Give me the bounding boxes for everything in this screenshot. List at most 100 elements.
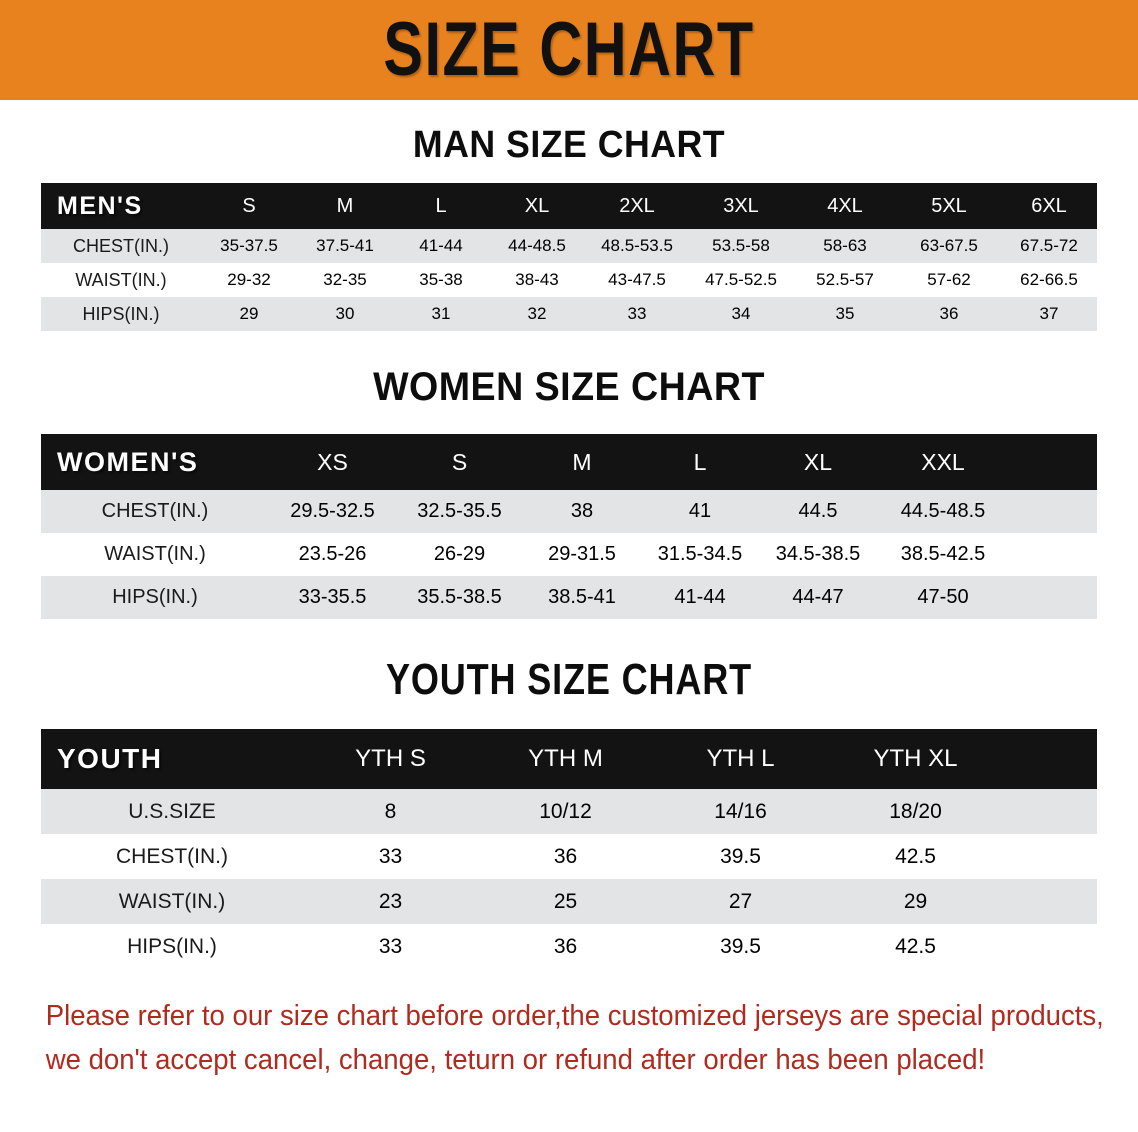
women-cell: 33-35.5 — [269, 576, 396, 619]
man-cell: 35-37.5 — [201, 229, 297, 263]
man-cell: 58-63 — [793, 229, 897, 263]
women-row-label: CHEST(IN.) — [41, 490, 269, 533]
table-row: HIPS(IN.) 33-35.5 35.5-38.5 38.5-41 41-4… — [41, 576, 1097, 619]
women-col-header: S — [396, 434, 523, 490]
man-cell: 31 — [393, 297, 489, 331]
man-cell: 63-67.5 — [897, 229, 1001, 263]
man-cell: 32 — [489, 297, 585, 331]
man-col-header: XL — [489, 183, 585, 229]
youth-header-spacer — [1003, 729, 1097, 789]
youth-row-label: HIPS(IN.) — [41, 924, 303, 969]
women-cell: 29.5-32.5 — [269, 490, 396, 533]
youth-col-header: YTH L — [653, 729, 828, 789]
table-row: CHEST(IN.) 33 36 39.5 42.5 — [41, 834, 1097, 879]
man-row-label: HIPS(IN.) — [41, 297, 201, 331]
man-cell: 32-35 — [297, 263, 393, 297]
youth-col-header: YTH XL — [828, 729, 1003, 789]
women-size-table: WOMEN'S XS S M L XL XXL CHEST(IN.) 29.5-… — [41, 434, 1097, 619]
man-cell: 47.5-52.5 — [689, 263, 793, 297]
man-cell: 34 — [689, 297, 793, 331]
youth-cell: 29 — [828, 879, 1003, 924]
women-col-header: M — [523, 434, 641, 490]
man-size-table: MEN'S S M L XL 2XL 3XL 4XL 5XL 6XL CHEST… — [41, 183, 1097, 331]
youth-cell-spacer — [1003, 924, 1097, 969]
women-col-header: L — [641, 434, 759, 490]
youth-col-header: YTH S — [303, 729, 478, 789]
women-cell: 26-29 — [396, 533, 523, 576]
women-cell: 31.5-34.5 — [641, 533, 759, 576]
women-cell: 47-50 — [877, 576, 1009, 619]
youth-row-label: WAIST(IN.) — [41, 879, 303, 924]
youth-table-header-row: YOUTH YTH S YTH M YTH L YTH XL — [41, 729, 1097, 789]
man-cell: 53.5-58 — [689, 229, 793, 263]
table-row: CHEST(IN.) 29.5-32.5 32.5-35.5 38 41 44.… — [41, 490, 1097, 533]
youth-size-table: YOUTH YTH S YTH M YTH L YTH XL U.S.SIZE … — [41, 729, 1097, 969]
man-cell: 62-66.5 — [1001, 263, 1097, 297]
women-cell: 44.5-48.5 — [877, 490, 1009, 533]
youth-row-label: CHEST(IN.) — [41, 834, 303, 879]
women-cell-spacer — [1009, 576, 1097, 619]
women-corner-label: WOMEN'S — [41, 434, 269, 490]
table-row: U.S.SIZE 8 10/12 14/16 18/20 — [41, 789, 1097, 834]
man-cell: 33 — [585, 297, 689, 331]
youth-cell: 36 — [478, 924, 653, 969]
women-size-table-wrapper: WOMEN'S XS S M L XL XXL CHEST(IN.) 29.5-… — [0, 434, 1138, 619]
man-row-label: CHEST(IN.) — [41, 229, 201, 263]
man-cell: 36 — [897, 297, 1001, 331]
man-cell: 38-43 — [489, 263, 585, 297]
youth-cell: 33 — [303, 834, 478, 879]
return-policy-disclaimer: Please refer to our size chart before or… — [40, 995, 1104, 1082]
disclaimer-line-2: we don't accept cancel, change, teturn o… — [45, 1043, 986, 1076]
man-cell: 67.5-72 — [1001, 229, 1097, 263]
man-cell: 48.5-53.5 — [585, 229, 689, 263]
man-col-header: S — [201, 183, 297, 229]
women-cell: 38.5-42.5 — [877, 533, 1009, 576]
women-section-heading: WOMEN SIZE CHART — [373, 365, 765, 409]
table-row: WAIST(IN.) 23 25 27 29 — [41, 879, 1097, 924]
youth-cell: 42.5 — [828, 924, 1003, 969]
women-col-header: XL — [759, 434, 877, 490]
table-row: HIPS(IN.) 29 30 31 32 33 34 35 36 37 — [41, 297, 1097, 331]
man-col-header: M — [297, 183, 393, 229]
man-cell: 29 — [201, 297, 297, 331]
women-cell: 35.5-38.5 — [396, 576, 523, 619]
youth-cell: 39.5 — [653, 924, 828, 969]
youth-cell: 14/16 — [653, 789, 828, 834]
women-col-header: XXL — [877, 434, 1009, 490]
man-cell: 44-48.5 — [489, 229, 585, 263]
women-cell: 41 — [641, 490, 759, 533]
youth-cell-spacer — [1003, 879, 1097, 924]
women-cell: 23.5-26 — [269, 533, 396, 576]
man-cell: 41-44 — [393, 229, 489, 263]
women-cell: 34.5-38.5 — [759, 533, 877, 576]
women-cell: 44.5 — [759, 490, 877, 533]
women-cell: 32.5-35.5 — [396, 490, 523, 533]
man-cell: 30 — [297, 297, 393, 331]
women-cell: 44-47 — [759, 576, 877, 619]
table-row: HIPS(IN.) 33 36 39.5 42.5 — [41, 924, 1097, 969]
women-cell: 38.5-41 — [523, 576, 641, 619]
table-row: CHEST(IN.) 35-37.5 37.5-41 41-44 44-48.5… — [41, 229, 1097, 263]
man-cell: 43-47.5 — [585, 263, 689, 297]
man-cell: 35-38 — [393, 263, 489, 297]
man-cell: 37 — [1001, 297, 1097, 331]
youth-section-heading: YOUTH SIZE CHART — [386, 655, 752, 704]
youth-row-label: U.S.SIZE — [41, 789, 303, 834]
man-row-label: WAIST(IN.) — [41, 263, 201, 297]
man-col-header: 2XL — [585, 183, 689, 229]
women-cell: 29-31.5 — [523, 533, 641, 576]
table-row: WAIST(IN.) 23.5-26 26-29 29-31.5 31.5-34… — [41, 533, 1097, 576]
youth-cell: 36 — [478, 834, 653, 879]
youth-cell-spacer — [1003, 789, 1097, 834]
man-size-table-wrapper: MEN'S S M L XL 2XL 3XL 4XL 5XL 6XL CHEST… — [0, 183, 1138, 331]
women-cell-spacer — [1009, 490, 1097, 533]
women-cell-spacer — [1009, 533, 1097, 576]
man-cell: 52.5-57 — [793, 263, 897, 297]
disclaimer-line-1: Please refer to our size chart before or… — [45, 1000, 1104, 1032]
man-section-heading: MAN SIZE CHART — [412, 124, 726, 166]
women-table-header-row: WOMEN'S XS S M L XL XXL — [41, 434, 1097, 490]
women-col-header: XS — [269, 434, 396, 490]
page-title: SIZE CHART — [383, 7, 755, 92]
women-row-label: WAIST(IN.) — [41, 533, 269, 576]
youth-cell: 39.5 — [653, 834, 828, 879]
